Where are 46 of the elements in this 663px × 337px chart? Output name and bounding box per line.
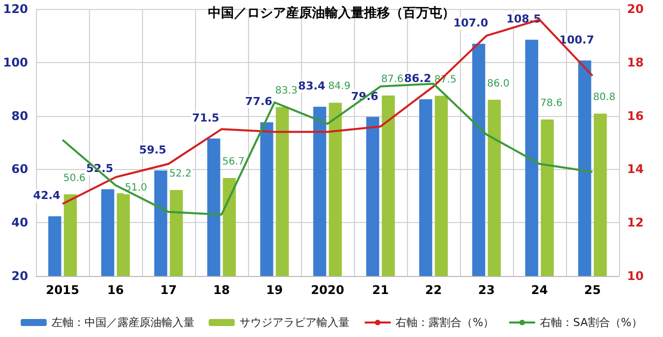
legend-label: 左軸：中国／露産原油輸入量 (52, 316, 195, 329)
data-label: 51.0 (124, 182, 148, 194)
legend-label: 右軸：露割合（%） (396, 316, 494, 329)
data-label: 86.0 (487, 78, 510, 90)
y2-tick-label: 14 (627, 162, 644, 176)
data-label: 71.5 (192, 111, 220, 124)
x-tick-label: 2020 (310, 283, 344, 297)
data-label: 56.7 (222, 156, 244, 168)
x-tick-label: 17 (160, 283, 177, 297)
y2-tick-label: 16 (627, 108, 644, 123)
y2-tick-label: 18 (627, 55, 644, 70)
y-tick-label: 60 (11, 162, 28, 176)
data-label: 52.2 (169, 168, 192, 180)
x-tick-label: 24 (531, 283, 548, 297)
x-tick-label: 25 (584, 283, 601, 297)
x-tick-label: 22 (425, 283, 442, 297)
x-tick-label: 18 (213, 283, 230, 297)
data-label: 84.9 (328, 81, 350, 92)
x-tick-label: 21 (372, 283, 389, 297)
data-label: 83.3 (275, 85, 298, 96)
x-tick-label: 16 (107, 283, 124, 297)
y-tick-label: 40 (11, 216, 28, 230)
data-label: 78.6 (540, 98, 562, 110)
data-label: 107.0 (453, 16, 488, 30)
y2-tick-label: 10 (627, 269, 644, 283)
y-tick-label: 100 (2, 55, 28, 70)
data-label: 83.4 (298, 80, 326, 93)
data-label: 42.4 (33, 189, 61, 202)
legend-label: サウジアラビア輸入量 (240, 316, 350, 329)
chart-title: 中国／ロシア産原油輸入量推移（百万屯） (208, 5, 455, 21)
data-label: 59.5 (139, 144, 166, 157)
x-tick-label: 19 (266, 283, 283, 297)
data-label: 50.6 (63, 172, 86, 184)
data-label: 100.7 (559, 34, 594, 47)
data-label: 86.2 (404, 72, 432, 86)
y-tick-label: 20 (11, 269, 28, 283)
y2-tick-label: 12 (627, 216, 644, 230)
data-label: 80.8 (593, 92, 616, 104)
y-tick-label: 80 (11, 108, 28, 123)
x-tick-label: 23 (478, 283, 495, 297)
x-tick-label: 2015 (46, 283, 80, 297)
y-tick-label: 120 (2, 2, 28, 16)
data-label: 77.6 (245, 95, 273, 108)
data-label: 87.6 (381, 74, 404, 86)
y2-tick-label: 20 (627, 2, 644, 16)
legend-label: 右軸：SA割合（%） (540, 316, 642, 329)
